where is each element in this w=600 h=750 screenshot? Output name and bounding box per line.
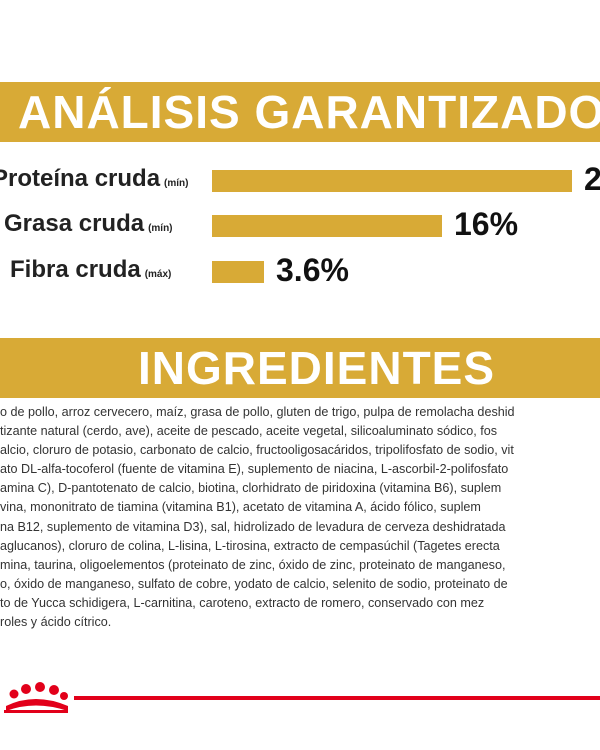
- nutrient-value: 16%: [454, 206, 519, 242]
- nutrient-row-fat: Grasa cruda (mín) 16%: [0, 206, 600, 246]
- ingredients-line: to de Yucca schidigera, L-carnitina, car…: [0, 595, 485, 610]
- ingredients-line: ato DL-alfa-tocoferol (fuente de vitamin…: [0, 462, 509, 477]
- nutrient-qualifier: (mín): [148, 223, 173, 234]
- nutrient-bar: [212, 215, 442, 237]
- ingredients-line: aglucanos), cloruro de colina, L-lisina,…: [0, 538, 500, 553]
- brand-red-line: [74, 696, 600, 700]
- ingredients-line: roles y ácido cítrico.: [0, 615, 112, 630]
- nutrient-label: Grasa cruda (mín): [4, 210, 173, 238]
- nutrient-bar: [212, 170, 572, 192]
- ingredients-line: o de pollo, arroz cervecero, maíz, grasa…: [0, 405, 515, 419]
- nutrient-value: 2: [584, 161, 600, 197]
- ingredients-line: alcio, cloruro de potasio, carbonato de …: [0, 443, 514, 458]
- ingredients-line: mina, taurina, oligoelementos (proteinat…: [0, 557, 506, 572]
- nutrient-qualifier: (mín): [164, 178, 189, 189]
- ingredients-line: vina, mononitrato de tiamina (vitamina B…: [0, 500, 481, 515]
- ingredients-line: o, óxido de manganeso, sulfato de cobre,…: [0, 576, 508, 591]
- nutrient-name: Grasa cruda: [4, 210, 145, 237]
- analysis-title: ANÁLISIS GARANTIZADO: [18, 86, 600, 138]
- nutrient-name: Fibra cruda: [10, 256, 141, 283]
- nutrient-label: Proteína cruda (mín): [0, 165, 189, 193]
- nutrient-row-protein: Proteína cruda (mín) 2: [0, 161, 600, 201]
- ingredients-line: na B12, suplemento de vitamina D3), sal,…: [0, 519, 506, 534]
- ingredients-line: tizante natural (cerdo, ave), aceite de …: [0, 424, 498, 439]
- nutrient-bar: [212, 261, 264, 283]
- ingredients-title: INGREDIENTES: [138, 342, 496, 394]
- ingredients-line: amina C), D-pantotenato de calcio, bioti…: [0, 481, 502, 496]
- analysis-banner: ANÁLISIS GARANTIZADO: [0, 82, 600, 142]
- nutrient-row-fiber: Fibra cruda (máx) 3.6%: [0, 252, 600, 292]
- nutrient-label: Fibra cruda (máx): [10, 256, 171, 284]
- ingredients-banner: INGREDIENTES: [0, 338, 600, 398]
- nutrient-qualifier: (máx): [144, 269, 172, 280]
- nutrient-name: Proteína cruda: [0, 165, 161, 192]
- royal-canin-crown-icon: [4, 682, 68, 713]
- ingredients-text: o de pollo, arroz cervecero, maíz, grasa…: [0, 403, 600, 633]
- nutrient-value: 3.6%: [276, 252, 349, 288]
